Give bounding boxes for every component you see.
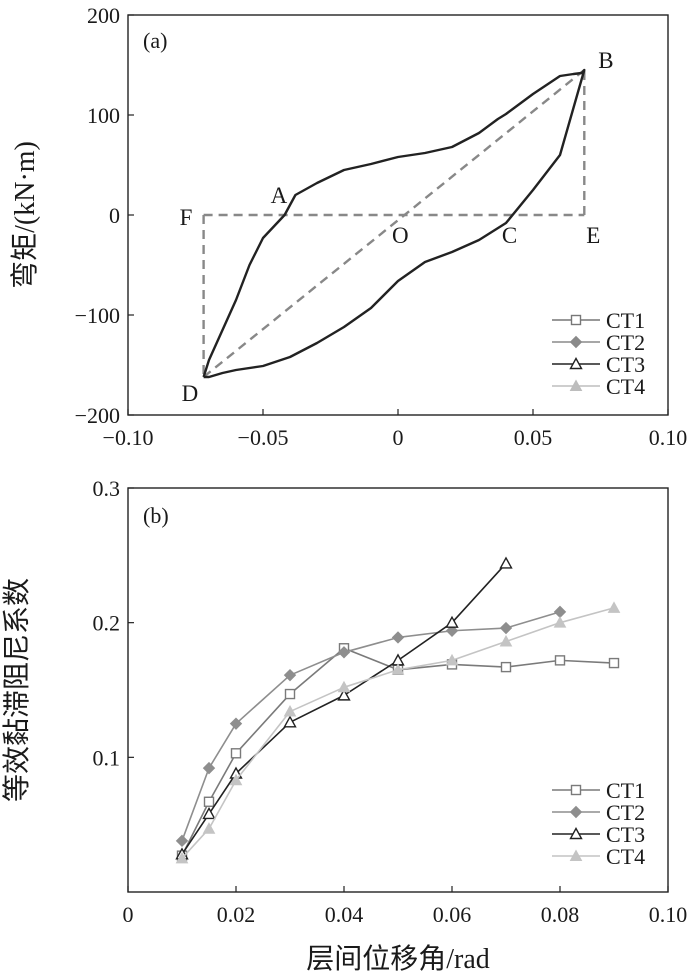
panel-a-legend-label: CT4 <box>606 374 645 399</box>
panel-b-series-ct2-point <box>229 717 243 730</box>
panel-b-legend-label: CT1 <box>606 778 645 803</box>
panel-b-series-ct4-point <box>499 634 513 647</box>
panel-b-series-ct3-point <box>337 688 351 701</box>
panel-b-series-ct2-point <box>499 621 513 635</box>
panel-b-series <box>175 556 621 864</box>
panel-b-series-ct1-point <box>230 748 242 759</box>
panel-b-series-ct3-point <box>499 556 513 569</box>
panel-b-legend-marker <box>569 805 583 819</box>
panel-a-label: (a) <box>143 28 167 53</box>
panel-b-series-ct3-point <box>445 615 459 628</box>
panel-b-legend-label: CT3 <box>606 822 645 847</box>
panel-b-x-tick-label: 0.02 <box>217 902 256 927</box>
panel-a-legend-marker <box>570 314 582 326</box>
panel-b-x-tick-label: 0.10 <box>649 902 688 927</box>
panel-b-series-ct2-point <box>445 624 459 637</box>
panel-b-series-ct2-point <box>337 646 351 659</box>
panel-a-y-tick-label: 100 <box>87 103 120 128</box>
panel-b-series-ct2-point <box>202 761 216 775</box>
panel-b-series-ct1-point <box>284 688 296 700</box>
panel-a-y-tick-label: −200 <box>75 403 120 428</box>
panel-a-legend-marker <box>569 335 583 349</box>
panel-a-annotations: A B C D E F O <box>180 48 614 406</box>
panel-a-legend-label: CT3 <box>606 352 645 377</box>
panel-b-series-ct3-line <box>181 562 507 855</box>
panel-b-series-ct4-point <box>337 680 351 693</box>
panel-a-x-tick-label: −0.10 <box>103 425 154 450</box>
panel-b-plot-frame <box>127 487 669 893</box>
panel-b-series-ct4-point <box>229 773 243 786</box>
panel-b-series-ct2-point <box>283 668 297 682</box>
panel-a-y-tick-label: 200 <box>87 3 120 28</box>
panel-b-series-ct4-point <box>445 653 459 666</box>
panel-a-point-label-f: F <box>180 205 193 230</box>
panel-a-legend-marker <box>569 379 583 391</box>
panel-a-series-ct3-line <box>202 68 586 379</box>
panel-b-series-ct3-point <box>283 715 297 728</box>
panel-b-x-tick-label: 0.04 <box>325 902 364 927</box>
panel-a-point-label-b: B <box>598 48 613 73</box>
panel-a-ticks: −0.10 −0.05 0 0.05 0.10 −200 −100 0 100 200 <box>75 3 688 450</box>
panel-b-series-ct4-point <box>283 705 297 717</box>
panel-a-x-tick-label: 0.05 <box>514 425 553 450</box>
panel-a-reference-lines <box>202 69 586 378</box>
panel-b-series-ct4-line <box>181 607 615 859</box>
panel-a-point-label-d: D <box>182 381 199 406</box>
panel-b-series-ct4-point <box>607 601 621 613</box>
panel-b-legend-label: CT2 <box>606 800 645 825</box>
panel-b-legend-marker <box>569 849 583 861</box>
panel-b-series-ct1-point <box>500 661 512 673</box>
panel-b-y-tick-label: 0.3 <box>93 476 121 501</box>
panel-b-ticks: 0 0.02 0.04 0.06 0.08 0.10 0.1 0.2 0.3 <box>93 476 688 927</box>
panel-a-series <box>202 68 586 379</box>
panel-a-point-label-e: E <box>586 223 600 248</box>
panel-b-series-ct1-point <box>608 657 620 669</box>
panel-b-label: (b) <box>143 503 169 528</box>
panel-a-reference-line <box>202 69 586 378</box>
panel-a-hysteresis-chart: −0.10 −0.05 0 0.05 0.10 −200 −100 0 100 200 A B C D E… <box>9 3 687 450</box>
panel-b-x-tick-label: 0 <box>123 902 134 927</box>
panel-a-point-label-c: C <box>502 223 517 248</box>
panel-b-y-tick-label: 0.2 <box>93 611 121 636</box>
panel-b-series-ct4-point <box>202 822 216 834</box>
panel-a-y-axis-title: 弯矩/(kN·m) <box>9 141 41 289</box>
panel-b-series-ct4-point <box>553 616 567 628</box>
panel-a-point-label-a: A <box>271 183 288 208</box>
panel-a-y-tick-label: 0 <box>109 203 120 228</box>
panel-b-legend-marker <box>569 827 583 840</box>
panel-b-series-ct2-point <box>553 605 567 619</box>
panel-b-series-ct2-point <box>175 834 189 848</box>
panel-a-x-tick-label: 0.10 <box>649 425 688 450</box>
panel-b-series-ct3-point <box>202 806 216 820</box>
panel-b-series-ct1-line <box>181 647 615 856</box>
panel-b-legend-label: CT4 <box>606 844 645 869</box>
panel-b-series-ct4-point <box>175 851 189 864</box>
panel-b-series-ct2-point <box>391 631 405 644</box>
panel-a-legend-marker <box>569 357 583 370</box>
panel-a-legend-label: CT2 <box>606 330 645 355</box>
panel-b-series-ct4-point <box>391 663 405 675</box>
panel-a-x-tick-label: 0 <box>393 425 404 450</box>
panel-b-x-tick-label: 0.08 <box>541 902 580 927</box>
panel-b-x-axis-title: 层间位移角/rad <box>306 943 490 975</box>
panel-a-x-tick-label: −0.05 <box>238 425 289 450</box>
panel-b-legend-marker <box>570 784 582 796</box>
panel-b-series-ct1-point <box>554 655 566 666</box>
panel-b-series-ct1-point <box>203 796 215 807</box>
panel-b-x-tick-label: 0.06 <box>433 902 472 927</box>
panel-a-y-tick-label: −100 <box>75 303 120 328</box>
panel-b-damping-chart: 0 0.02 0.04 0.06 0.08 0.10 0.1 0.2 0.3 (b) 等效黏滞阻… <box>1 476 687 975</box>
panel-a-legend-label: CT1 <box>606 308 645 333</box>
panel-b-y-tick-label: 0.1 <box>93 745 121 770</box>
panel-b-y-axis-title: 等效黏滞阻尼系数 <box>1 578 33 802</box>
panel-a-point-label-o: O <box>392 223 409 248</box>
